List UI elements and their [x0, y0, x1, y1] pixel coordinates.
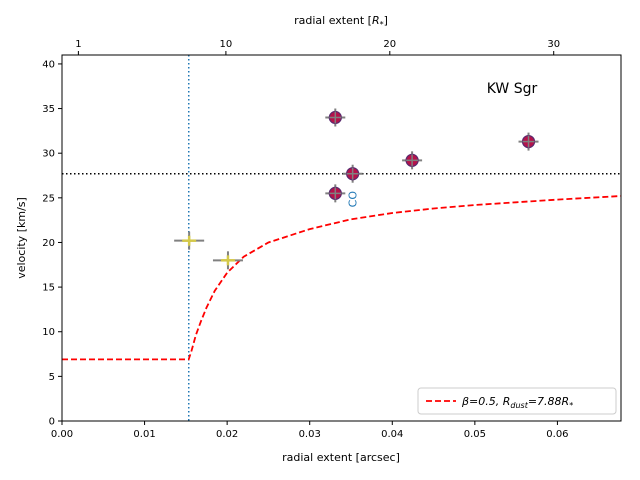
top-tick-label: 1: [75, 39, 81, 50]
y-tick-label: 10: [42, 327, 55, 338]
top-tick-label: 20: [383, 39, 396, 50]
x-tick-label: 0.04: [381, 429, 403, 440]
legend-label: β=0.5, Rdust=7.88R*: [461, 395, 573, 410]
y-axis-ticks: 0 5 10 15 20 25 30 35 40: [42, 59, 62, 428]
x-axis-label: radial extent [arcsec]: [282, 451, 400, 464]
legend: β=0.5, Rdust=7.88R*: [417, 387, 617, 415]
y-tick-label: 30: [42, 149, 55, 160]
x-tick-label: 0.00: [51, 429, 73, 440]
top-axis-ticks: 1 10 20 30: [75, 39, 560, 55]
top-tick-label: 10: [220, 39, 233, 50]
y-tick-label: 20: [42, 238, 55, 249]
y-tick-label: 15: [42, 283, 55, 294]
top-axis-label: radial extent [R*]: [294, 14, 388, 29]
x-tick-label: 0.01: [133, 429, 155, 440]
velocity-model-curve: [62, 195, 622, 361]
x-tick-label: 0.05: [464, 429, 486, 440]
star-name-annotation: KW Sgr: [487, 81, 538, 97]
y-axis-label: velocity [km/s]: [15, 197, 28, 279]
y-tick-label: 40: [42, 59, 55, 70]
y-tick-label: 0: [49, 417, 55, 428]
x-tick-label: 0.02: [216, 429, 238, 440]
y-tick-label: 35: [42, 104, 55, 115]
x-tick-label: 0.03: [299, 429, 321, 440]
model-curve-layer: [62, 195, 622, 361]
data-points-layer: [174, 108, 539, 270]
x-axis-ticks: 0.00 0.01 0.02 0.03 0.04 0.05 0.06: [51, 421, 569, 440]
top-tick-label: 30: [547, 39, 560, 50]
x-tick-label: 0.06: [546, 429, 568, 440]
plot-frame: [61, 54, 622, 422]
y-tick-label: 5: [49, 372, 55, 383]
co-point-label: CO: [347, 191, 360, 208]
y-tick-label: 25: [42, 193, 55, 204]
legend-box: [417, 387, 617, 415]
